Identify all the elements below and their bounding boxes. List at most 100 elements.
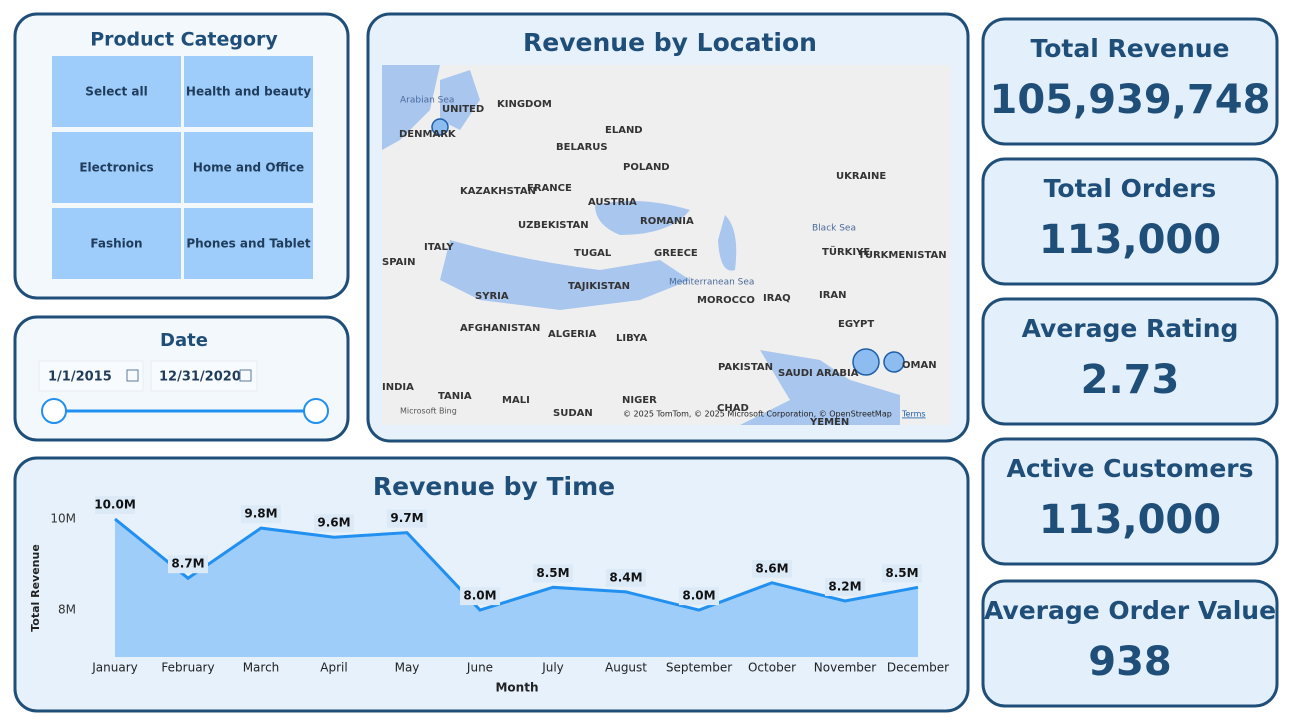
x-tick-label: July: [541, 661, 564, 675]
map-label: ROMANIA: [640, 216, 694, 227]
map-label: AFGHANISTAN: [460, 323, 540, 334]
slicer-tiles: Select all Health and beauty Electronics Ho…: [52, 56, 313, 279]
x-tick-label: December: [887, 661, 949, 675]
data-label: 8.0M: [682, 589, 715, 603]
map-label: Black Sea: [812, 224, 856, 234]
x-tick-label: January: [91, 661, 138, 675]
slicer-item[interactable]: Fashion: [90, 237, 142, 251]
slicer-item[interactable]: Electronics: [79, 161, 153, 175]
map-label: SPAIN: [382, 257, 415, 268]
map-label: SUDAN: [553, 408, 593, 419]
slicer-tile[interactable]: [184, 208, 313, 279]
x-tick-label: November: [814, 661, 876, 675]
data-label-bg: [460, 587, 500, 606]
date-title: Date: [160, 330, 208, 351]
slider-handle[interactable]: [41, 398, 67, 424]
map-attribution: © 2025 TomTom, © 2025 Microsoft Corporat…: [623, 410, 892, 419]
map-label: ALGERIA: [548, 329, 597, 340]
chart-title: Revenue by Time: [373, 472, 615, 501]
map-label: SYRIA: [475, 291, 509, 302]
map-label: BELARUS: [556, 142, 608, 153]
map-label: MOROCCO: [697, 295, 755, 306]
slicer-item[interactable]: Select all: [85, 85, 147, 99]
map-label: CHAD: [717, 403, 749, 414]
data-label: 8.5M: [536, 566, 569, 580]
map-label: TANIA: [438, 391, 472, 402]
kpi-value: 113,000: [1039, 217, 1221, 263]
data-label-bg: [387, 509, 427, 528]
slicer-tile[interactable]: [52, 208, 181, 279]
map-label: KINGDOM: [497, 99, 552, 110]
map-water: [440, 240, 690, 310]
data-label: 9.6M: [317, 516, 350, 530]
map-terms[interactable]: Terms: [901, 410, 926, 419]
revenue-bubble[interactable]: [431, 118, 449, 136]
map-label: PAKISTAN: [718, 362, 773, 373]
kpi-value: 938: [1088, 639, 1172, 685]
slicer-title: Product Category: [90, 29, 278, 51]
kpi-title: Average Order Value: [984, 596, 1276, 625]
data-label: 8.2M: [828, 579, 861, 593]
kpi-title: Average Rating: [1022, 314, 1239, 343]
map-label: SAUDI ARABIA: [778, 368, 859, 379]
map-bing: Microsoft Bing: [400, 407, 457, 416]
map[interactable]: UNITED KINGDOM DENMARK ELAND BELARUS POLAND UK…: [382, 65, 951, 428]
map-label: UNITED: [442, 104, 484, 115]
x-tick-label: September: [666, 661, 732, 675]
map-label: UZBEKISTAN: [518, 220, 589, 231]
data-label: 9.7M: [390, 511, 423, 525]
map-water: [740, 350, 900, 425]
slicer-item[interactable]: Home and Office: [193, 161, 304, 175]
revenue-bubble[interactable]: [852, 348, 880, 376]
revenue-bubble[interactable]: [883, 351, 905, 373]
map-label: GREECE: [654, 248, 698, 259]
line: [114, 517, 919, 612]
data-label-bg: [679, 587, 719, 606]
map-label: MALI: [502, 395, 530, 406]
data-label-bg: [882, 564, 922, 583]
slicer-tile[interactable]: [52, 56, 181, 127]
data-label-bg: [752, 559, 792, 578]
data-label-bg: [95, 496, 135, 514]
slicer-tile[interactable]: [52, 132, 181, 203]
x-tick-label: June: [466, 661, 493, 675]
map-label: LIBYA: [616, 333, 647, 344]
kpi-cards: Total Revenue 105,939,748 Total Orders 113,…: [981, 17, 1279, 708]
map-label: FRANCE: [527, 183, 572, 194]
data-label: 9.8M: [244, 507, 277, 521]
map-label: YEMEN: [809, 417, 849, 428]
map-label: IRAQ: [763, 293, 791, 304]
x-tick-label: April: [320, 661, 347, 675]
map-label: AUSTRIA: [588, 197, 637, 208]
map-water: [718, 215, 737, 271]
y-axis-title: Total Revenue: [29, 544, 42, 632]
data-label-bg: [168, 555, 208, 574]
x-tick-label: October: [748, 661, 796, 675]
map-label: OMAN: [902, 360, 937, 371]
x-axis-title: Month: [495, 681, 538, 695]
data-label: 8.0M: [463, 589, 496, 603]
map-label: UKRAINE: [836, 171, 886, 182]
map-label: POLAND: [623, 162, 670, 173]
date-end-box[interactable]: [150, 360, 258, 392]
kpi-card: [981, 17, 1279, 146]
kpi-card: [981, 297, 1279, 426]
data-label: 8.5M: [885, 566, 918, 580]
slicer-item[interactable]: Phones and Tablet: [186, 237, 311, 251]
y-tick-label: 10M: [50, 512, 76, 526]
slider-handle[interactable]: [303, 398, 329, 424]
slicer-tile[interactable]: [184, 132, 313, 203]
date-start-box[interactable]: [38, 360, 144, 392]
calendar-icon[interactable]: [239, 369, 252, 382]
date-end[interactable]: 12/31/2020: [159, 370, 241, 385]
map-label: INDIA: [382, 382, 414, 393]
calendar-icon[interactable]: [126, 369, 139, 382]
kpi-title: Total Revenue: [1030, 34, 1229, 63]
slicer-item[interactable]: Health and beauty: [186, 85, 311, 99]
slicer-tile[interactable]: [184, 56, 313, 127]
kpi-card: [981, 579, 1279, 708]
date-start[interactable]: 1/1/2015: [48, 370, 112, 385]
map-label: NIGER: [622, 395, 657, 406]
kpi-title: Total Orders: [1044, 174, 1217, 203]
